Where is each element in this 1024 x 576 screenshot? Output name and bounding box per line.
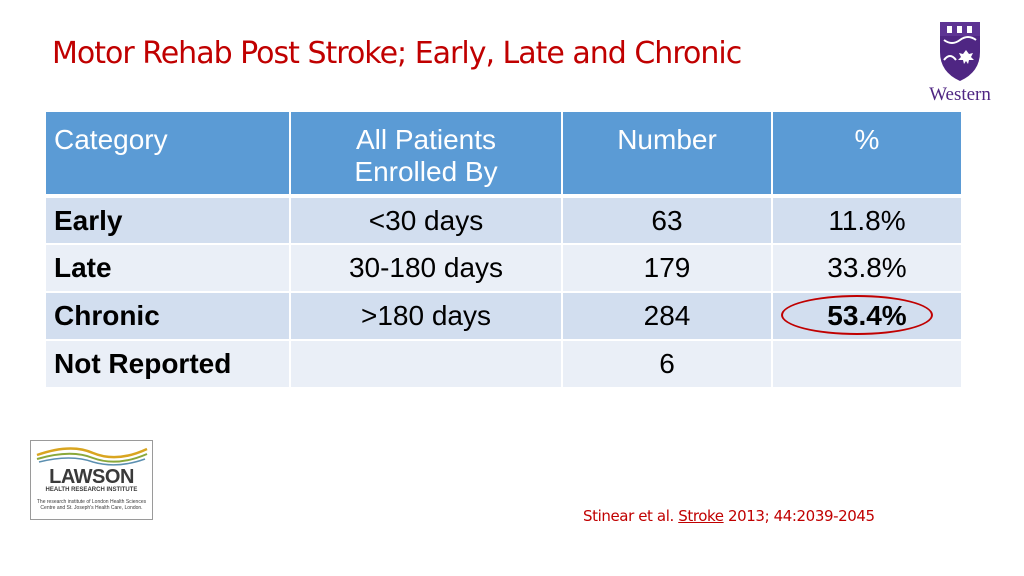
citation-authors: Stinear et al. xyxy=(583,507,674,525)
cell-percent: 11.8% xyxy=(772,196,963,245)
cell-percent-highlighted: 53.4% xyxy=(772,292,963,341)
citation-details: 2013; 44:2039-2045 xyxy=(728,507,875,525)
lawson-subtitle: HEALTH RESEARCH INSTITUTE xyxy=(45,487,138,493)
cell-number: 284 xyxy=(562,292,773,341)
cell-enrolled-by xyxy=(290,340,563,389)
cell-number: 179 xyxy=(562,244,773,293)
cell-percent: 33.8% xyxy=(772,244,963,293)
cell-category: Late xyxy=(46,244,291,293)
cell-enrolled-by: >180 days xyxy=(290,292,563,341)
highlight-circle xyxy=(781,295,933,335)
western-logo: Western xyxy=(918,18,1002,106)
header-enrolled-line2: Enrolled By xyxy=(354,156,498,187)
lawson-name: LAWSON xyxy=(49,466,134,488)
citation: Stinear et al. Stroke 2013; 44:2039-2045 xyxy=(583,507,875,525)
table-row-late: Late 30-180 days 179 33.8% xyxy=(46,244,963,293)
cell-number: 6 xyxy=(562,340,773,389)
header-percent: % xyxy=(772,112,963,198)
header-number: Number xyxy=(562,112,773,198)
citation-journal[interactable]: Stroke xyxy=(678,507,724,525)
cell-enrolled-by: 30-180 days xyxy=(290,244,563,293)
western-wordmark: Western xyxy=(929,84,991,105)
cell-category: Early xyxy=(46,196,291,245)
cell-enrolled-by: <30 days xyxy=(290,196,563,245)
cell-number: 63 xyxy=(562,196,773,245)
highlighted-percent: 53.4% xyxy=(827,300,907,331)
lawson-swoosh-icon xyxy=(36,447,148,466)
lawson-tagline: The research institute of London Health … xyxy=(36,499,147,511)
lawson-logo: LAWSON HEALTH RESEARCH INSTITUTE The res… xyxy=(30,440,153,520)
cell-category: Chronic xyxy=(46,292,291,341)
table-row-early: Early <30 days 63 11.8% xyxy=(46,196,963,245)
cell-percent xyxy=(772,340,963,389)
table-row-not-reported: Not Reported 6 xyxy=(46,340,963,389)
enrollment-table: Category All Patients Enrolled By Number… xyxy=(46,112,963,389)
slide-title: Motor Rehab Post Stroke; Early, Late and… xyxy=(52,36,742,71)
header-category: Category xyxy=(46,112,291,198)
header-enrolled-line1: All Patients xyxy=(355,124,497,155)
header-enrolled-by: All Patients Enrolled By xyxy=(290,112,563,198)
table-row-chronic: Chronic >180 days 284 53.4% xyxy=(46,292,963,341)
cell-category: Not Reported xyxy=(46,340,291,389)
western-crest-icon xyxy=(940,22,980,81)
table-header-row: Category All Patients Enrolled By Number… xyxy=(46,112,963,198)
